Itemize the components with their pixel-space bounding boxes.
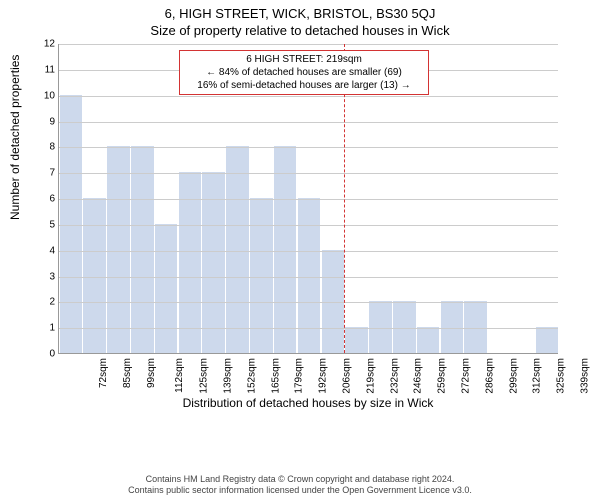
callout-line: ← 84% of detached houses are smaller (69… [186,66,422,79]
x-tick: 259sqm [437,358,448,394]
footer-line-1: Contains HM Land Registry data © Crown c… [0,474,600,485]
x-tick: 112sqm [174,358,185,393]
attribution-footer: Contains HM Land Registry data © Crown c… [0,474,600,496]
grid-line [59,199,558,200]
x-tick: 139sqm [223,358,234,394]
y-tick: 7 [37,168,55,179]
y-tick: 8 [37,142,55,153]
bar [322,250,345,353]
x-tick: 299sqm [508,358,519,394]
x-tick: 339sqm [580,358,591,394]
x-tick: 125sqm [199,358,210,394]
y-tick: 11 [37,64,55,75]
x-axis-label: Distribution of detached houses by size … [48,396,568,410]
x-tick: 312sqm [532,358,543,394]
bar [83,198,106,353]
subtitle: Size of property relative to detached ho… [0,23,600,38]
grid-line [59,302,558,303]
bar [536,327,559,353]
chart-area: 01234567891011126 HIGH STREET: 219sqm← 8… [48,44,568,414]
y-tick: 1 [37,323,55,334]
x-tick: 72sqm [98,358,109,388]
grid-line [59,251,558,252]
x-tick: 272sqm [461,358,472,394]
y-tick: 10 [37,90,55,101]
grid-line [59,44,558,45]
y-tick: 4 [37,245,55,256]
y-tick: 6 [37,194,55,205]
x-tick: 325sqm [556,358,567,394]
x-ticks: 72sqm 85sqm 99sqm 112sqm 125sqm 139sqm 152sqm 1… [58,354,558,402]
x-tick: 246sqm [413,358,424,394]
x-tick: 165sqm [270,358,281,394]
grid-line [59,122,558,123]
callout-line: 6 HIGH STREET: 219sqm [186,53,422,66]
x-tick: 99sqm [146,358,157,388]
bar [60,95,83,353]
x-tick: 206sqm [342,358,353,394]
x-tick: 192sqm [318,358,329,394]
x-tick: 232sqm [389,358,400,394]
x-tick: 152sqm [246,358,257,394]
y-tick: 12 [37,39,55,50]
title-area: 6, HIGH STREET, WICK, BRISTOL, BS30 5QJ … [0,0,600,38]
bar [155,224,178,353]
bar [417,327,440,353]
bar [250,198,273,353]
x-tick: 219sqm [365,358,376,394]
grid-line [59,328,558,329]
footer-line-2: Contains public sector information licen… [0,485,600,496]
y-tick: 5 [37,219,55,230]
callout-line: 16% of semi-detached houses are larger (… [186,79,422,92]
x-tick: 286sqm [484,358,495,394]
plot-area: 01234567891011126 HIGH STREET: 219sqm← 8… [58,44,558,354]
x-tick: 85sqm [122,358,133,388]
x-tick: 179sqm [294,358,305,394]
y-tick: 9 [37,116,55,127]
y-tick: 2 [37,297,55,308]
grid-line [59,225,558,226]
grid-line [59,147,558,148]
y-tick: 3 [37,271,55,282]
bar [298,198,321,353]
grid-line [59,277,558,278]
marker-callout: 6 HIGH STREET: 219sqm← 84% of detached h… [179,50,429,95]
y-tick: 0 [37,349,55,360]
grid-line [59,96,558,97]
y-axis-label: Number of detached properties [8,55,22,220]
address-title: 6, HIGH STREET, WICK, BRISTOL, BS30 5QJ [0,6,600,21]
bar [345,327,368,353]
grid-line [59,173,558,174]
